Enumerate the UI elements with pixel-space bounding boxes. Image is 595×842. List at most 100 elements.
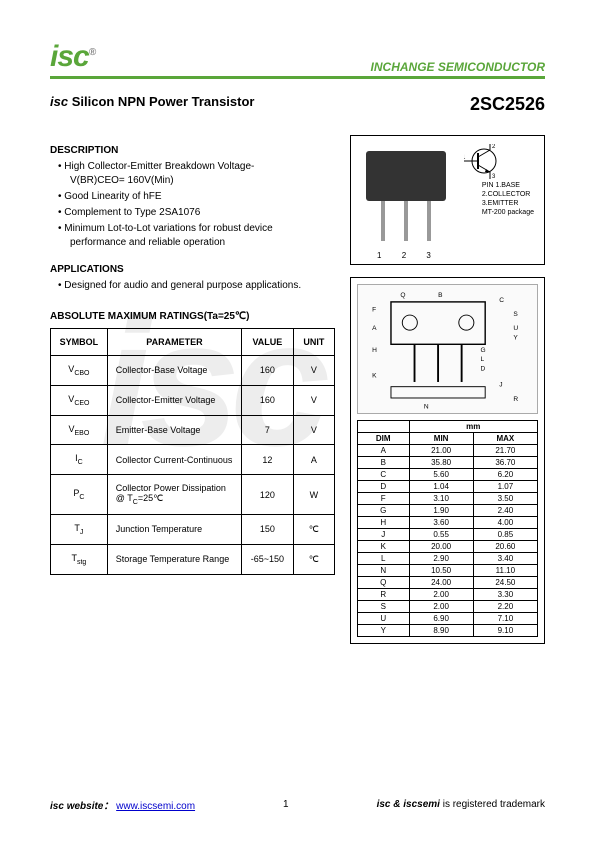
ratings-table: SYMBOL PARAMETER VALUE UNIT VCBOCollecto…: [50, 328, 335, 575]
website-link[interactable]: www.iscsemi.com: [116, 801, 195, 812]
svg-text:R: R: [513, 396, 518, 403]
footer-prefix: isc: [50, 801, 64, 812]
dim-cell: 2.00: [409, 601, 473, 613]
title-main: Silicon NPN Power Transistor: [72, 94, 255, 109]
right-column: 1 2 3 PIN 1.BASE 2.COLLECTOR 3.EMITTER M…: [350, 135, 545, 644]
company-name: INCHANGE SEMICONDUCTOR: [371, 60, 545, 74]
svg-text:1: 1: [464, 155, 466, 161]
main-columns: DESCRIPTION High Collector-Emitter Break…: [50, 135, 545, 644]
dim-cell: 20.00: [409, 541, 473, 553]
dim-cell: U: [358, 613, 410, 625]
dim-row: B35.8036.70: [358, 457, 538, 469]
dim-row: A21.0021.70: [358, 445, 538, 457]
table-row: TJJunction Temperature150℃: [51, 514, 335, 544]
svg-text:G: G: [480, 347, 485, 354]
product-title: isc Silicon NPN Power Transistor: [50, 94, 254, 115]
dim-row: Y8.909.10: [358, 625, 538, 637]
dim-unit-row: mm: [358, 421, 538, 433]
svg-text:K: K: [372, 372, 377, 379]
dim-cell: 11.10: [473, 565, 537, 577]
dim-cell: 3.50: [473, 493, 537, 505]
dimensions-box: QB FA HK CS UY GL DJ NR mm DIM MIN: [350, 277, 545, 644]
svg-text:S: S: [513, 311, 518, 318]
dim-row: H3.604.00: [358, 517, 538, 529]
svg-text:Q: Q: [400, 292, 405, 299]
table-row: VEBOEmitter-Base Voltage7V: [51, 415, 335, 445]
dim-header-row: DIM MIN MAX: [358, 433, 538, 445]
dim-cell: 5.60: [409, 469, 473, 481]
cell-val: 150: [242, 514, 294, 544]
dim-cell: H: [358, 517, 410, 529]
package-diagram: 1 2 3 PIN 1.BASE 2.COLLECTOR 3.EMITTER M…: [350, 135, 545, 265]
applications-heading: APPLICATIONS: [50, 264, 335, 275]
cell-val: 160: [242, 356, 294, 386]
dim-row: Q24.0024.50: [358, 577, 538, 589]
dim-drawing-icon: QB FA HK CS UY GL DJ NR: [358, 285, 537, 413]
logo-mark: ®: [89, 47, 95, 58]
title-prefix: isc: [50, 94, 68, 109]
dim-row: L2.903.40: [358, 553, 538, 565]
svg-text:3: 3: [492, 174, 496, 179]
footer-left: isc website： www.iscsemi.com: [50, 797, 195, 812]
cell-val: 120: [242, 475, 294, 515]
cell-param: Collector Power Dissipation@ TC=25℃: [107, 475, 241, 515]
svg-text:2: 2: [492, 144, 496, 150]
dim-cell: 8.90: [409, 625, 473, 637]
table-row: TstgStorage Temperature Range-65~150℃: [51, 544, 335, 574]
dim-col: DIM: [358, 433, 410, 445]
dim-row: F3.103.50: [358, 493, 538, 505]
dim-cell: 0.55: [409, 529, 473, 541]
cell-param: Junction Temperature: [107, 514, 241, 544]
dim-cell: B: [358, 457, 410, 469]
cell-val: 12: [242, 445, 294, 475]
dim-row: K20.0020.60: [358, 541, 538, 553]
page-footer: isc website： www.iscsemi.com 1 isc & isc…: [50, 797, 545, 812]
dim-cell: S: [358, 601, 410, 613]
svg-text:F: F: [372, 306, 376, 313]
cell-sym: TJ: [51, 514, 108, 544]
desc-item: High Collector-Emitter Breakdown Voltage…: [58, 160, 335, 188]
svg-text:J: J: [499, 382, 502, 389]
cell-param: Collector Current-Continuous: [107, 445, 241, 475]
dim-cell: Q: [358, 577, 410, 589]
dim-cell: N: [358, 565, 410, 577]
col-unit: UNIT: [293, 329, 334, 356]
cell-sym: VEBO: [51, 415, 108, 445]
dim-cell: 2.00: [409, 589, 473, 601]
dim-cell: C: [358, 469, 410, 481]
dim-cell: 24.50: [473, 577, 537, 589]
dim-cell: 35.80: [409, 457, 473, 469]
dim-cell: 6.90: [409, 613, 473, 625]
dim-cell: A: [358, 445, 410, 457]
desc-item: Minimum Lot-to-Lot variations for robust…: [58, 222, 335, 250]
unit-label: mm: [409, 421, 538, 433]
title-row: isc Silicon NPN Power Transistor 2SC2526: [50, 94, 545, 115]
dim-cell: 1.90: [409, 505, 473, 517]
cell-sym: VCBO: [51, 356, 108, 386]
dim-cell: 1.07: [473, 481, 537, 493]
page-number: 1: [283, 799, 289, 810]
description-list: High Collector-Emitter Breakdown Voltage…: [50, 160, 335, 250]
dim-cell: 20.60: [473, 541, 537, 553]
cell-unit: W: [293, 475, 334, 515]
table-row: VCBOCollector-Base Voltage160V: [51, 356, 335, 386]
cell-sym: IC: [51, 445, 108, 475]
npn-symbol-icon: 1 2 3: [464, 144, 504, 179]
col-value: VALUE: [242, 329, 294, 356]
pin-label: PIN 1.BASE: [482, 181, 534, 190]
footer-trademark: is registered trademark: [443, 799, 545, 810]
dim-cell: L: [358, 553, 410, 565]
svg-text:H: H: [372, 347, 377, 354]
dimensions-table: mm DIM MIN MAX A21.0021.70B35.8036.70C5.…: [357, 420, 538, 637]
dim-col: MIN: [409, 433, 473, 445]
dim-cell: 9.10: [473, 625, 537, 637]
table-row: ICCollector Current-Continuous12A: [51, 445, 335, 475]
part-number: 2SC2526: [470, 94, 545, 115]
page-header: isc® INCHANGE SEMICONDUCTOR: [50, 40, 545, 79]
dim-cell: 3.40: [473, 553, 537, 565]
svg-text:N: N: [424, 403, 429, 410]
dim-cell: 10.50: [409, 565, 473, 577]
desc-item: Complement to Type 2SA1076: [58, 206, 335, 220]
cell-param: Storage Temperature Range: [107, 544, 241, 574]
dim-row: S2.002.20: [358, 601, 538, 613]
